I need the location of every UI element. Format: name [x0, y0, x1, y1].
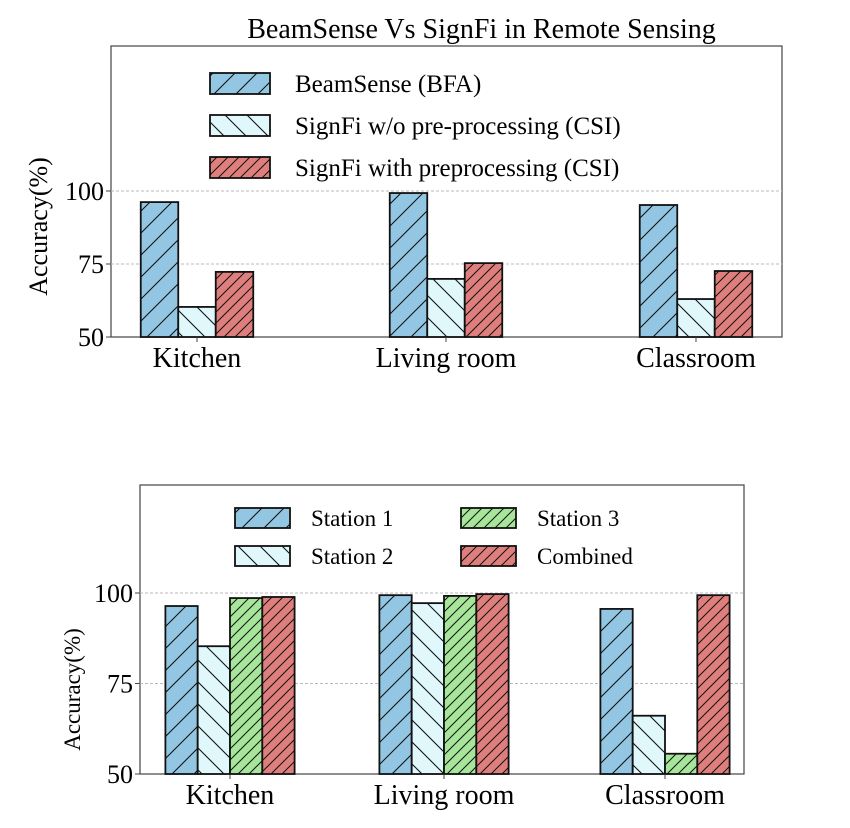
- bar-hatch: [631, 714, 666, 775]
- legend-label: Station 1: [311, 506, 393, 531]
- bar-hatch: [378, 594, 413, 775]
- bar-hatch: [638, 204, 679, 338]
- bar-hatch: [475, 593, 510, 775]
- x-tick-label: Living room: [374, 780, 515, 811]
- bar-hatch: [388, 192, 429, 338]
- y-axis-label: Accuracy(%): [24, 157, 53, 296]
- legend-item: Station 1: [234, 506, 393, 531]
- y-tick-label: 100: [65, 177, 104, 206]
- bar-hatch: [463, 262, 504, 338]
- bar-hatch: [664, 752, 699, 775]
- x-tick-label: Classroom: [605, 780, 725, 811]
- y-tick-label: 50: [78, 323, 104, 352]
- bar-hatch: [164, 605, 199, 775]
- chart-beamsense-vs-signfi: 50 75 100 Kitchen Living room Classroom Accura…: [24, 14, 783, 374]
- bar-hatch: [599, 608, 634, 775]
- y-tick-label: 100: [94, 579, 133, 608]
- x-tick-label: Kitchen: [186, 780, 275, 811]
- bar-hatch: [443, 594, 478, 775]
- bar-hatch: [229, 597, 264, 775]
- bar-hatch: [713, 270, 754, 338]
- bar-hatch: [177, 306, 217, 338]
- legend-label: SignFi w/o pre-processing (CSI): [295, 113, 621, 140]
- legend-swatch-hatch: [209, 156, 271, 179]
- bar-hatch: [196, 645, 231, 775]
- legend-label: SignFi with preprocessing (CSI): [295, 155, 619, 182]
- legend-item: SignFi with preprocessing (CSI): [209, 155, 619, 182]
- bar-hatch: [214, 270, 255, 338]
- legend-swatch-hatch: [234, 545, 291, 567]
- legend-item: Station 3: [460, 506, 619, 531]
- bar-hatch: [261, 596, 296, 775]
- legend-item: Combined: [460, 544, 633, 569]
- legend-label: Station 3: [537, 506, 619, 531]
- legend-swatch-hatch: [234, 507, 291, 529]
- legend-item: Station 2: [234, 544, 393, 569]
- x-tick-label: Kitchen: [153, 343, 242, 374]
- bar-hatch: [139, 201, 180, 338]
- legend-swatch-hatch: [460, 545, 517, 567]
- legend-item: SignFi w/o pre-processing (CSI): [209, 113, 621, 140]
- chart-stations: 50 75 100 Kitchen Living room Classroom Accura…: [60, 484, 745, 811]
- legend-swatch-hatch: [209, 114, 271, 137]
- legend-label: BeamSense (BFA): [295, 71, 481, 98]
- y-tick-label: 75: [78, 250, 104, 279]
- chart-title: BeamSense Vs SignFi in Remote Sensing: [247, 14, 716, 45]
- x-tick-label: Living room: [376, 343, 517, 374]
- legend-swatch-hatch: [209, 72, 271, 95]
- legend-item: BeamSense (BFA): [209, 71, 481, 98]
- y-axis-label: Accuracy(%): [60, 628, 85, 751]
- legend-label: Combined: [537, 544, 633, 569]
- bar-hatch: [676, 298, 716, 338]
- y-tick-label: 50: [107, 760, 133, 789]
- bar-hatch: [426, 277, 466, 338]
- bar-hatch: [410, 602, 445, 775]
- y-tick-label: 75: [107, 670, 133, 699]
- legend-label: Station 2: [311, 544, 393, 569]
- bar-hatch: [696, 594, 731, 775]
- legend-swatch-hatch: [460, 507, 517, 529]
- x-tick-label: Classroom: [636, 343, 756, 374]
